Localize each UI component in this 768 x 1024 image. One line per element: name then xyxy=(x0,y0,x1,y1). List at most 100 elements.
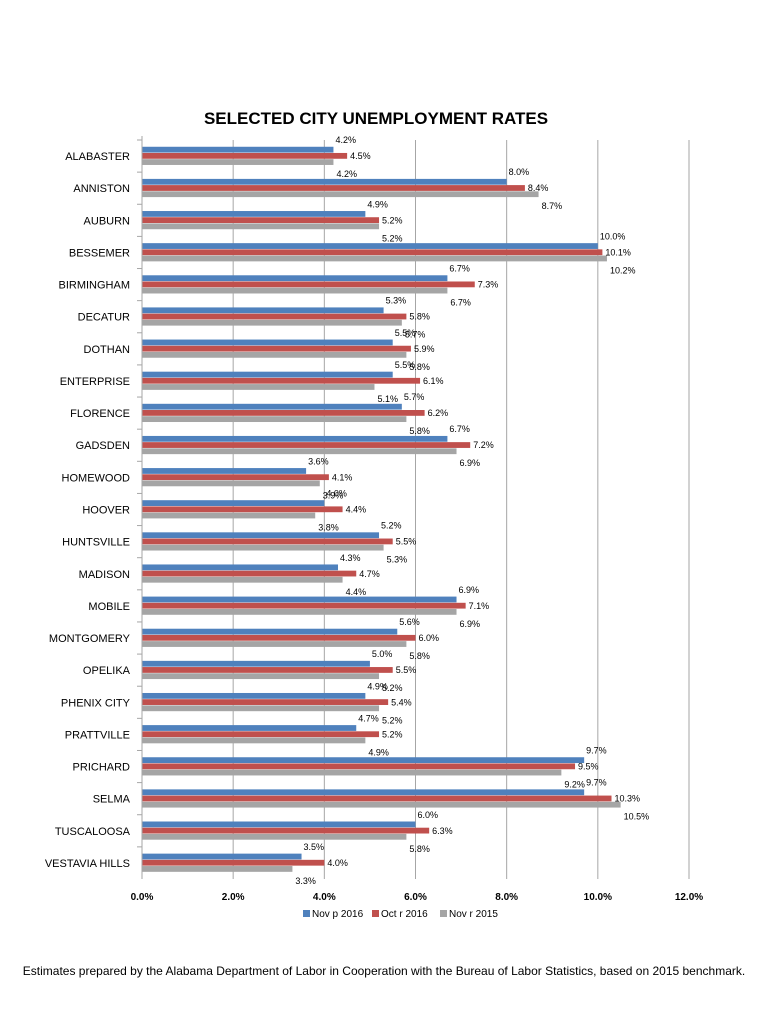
bar-nov-r-2015 xyxy=(142,576,343,583)
bar-nov-r-2015 xyxy=(142,159,334,165)
bar-nov-r-2015 xyxy=(142,737,366,744)
data-label: 3.9% xyxy=(323,490,344,500)
bar-oct-r-2016 xyxy=(142,795,612,802)
category-label: BIRMINGHAM xyxy=(59,280,131,292)
category-label: DOTHAN xyxy=(84,344,131,356)
bar-nov-p-2016 xyxy=(142,146,334,153)
data-label: 6.9% xyxy=(460,458,481,468)
legend-label: Nov r 2015 xyxy=(449,909,498,920)
data-label: 3.6% xyxy=(308,456,329,466)
category-label: MADISON xyxy=(79,569,130,581)
axis-layer: 0.0% 2.0% 4.0% 6.0% 8.0% 10.0% 12.0% ALABASTER A… xyxy=(45,136,703,903)
bar-nov-r-2015 xyxy=(142,223,380,230)
data-label: 4.2% xyxy=(335,135,356,145)
data-label: 9.2% xyxy=(564,780,585,790)
bar-nov-p-2016 xyxy=(142,243,598,249)
data-label: 3.3% xyxy=(295,876,316,886)
bar-oct-r-2016 xyxy=(142,763,576,770)
bar-nov-r-2015 xyxy=(142,287,448,294)
bar-nov-p-2016 xyxy=(142,660,370,667)
data-label: 6.9% xyxy=(459,585,480,595)
footnote: Estimates prepared by the Alabama Depart… xyxy=(22,964,746,978)
data-label: 6.1% xyxy=(423,376,444,386)
category-label: AUBURN xyxy=(84,215,131,227)
category-label: MOBILE xyxy=(88,601,130,613)
data-label: 5.2% xyxy=(381,521,402,531)
bar-nov-r-2015 xyxy=(142,608,457,615)
bar-oct-r-2016 xyxy=(142,731,380,738)
data-label: 5.8% xyxy=(409,426,430,436)
data-label: 6.3% xyxy=(432,826,453,836)
category-label: GADSDEN xyxy=(76,440,130,452)
data-label: 5.8% xyxy=(409,651,430,661)
label-layer: 4.2%4.5%4.2% 8.0%8.4%8.7%4.9%5.2%5.2% 10.0… xyxy=(295,135,649,886)
bar-nov-r-2015 xyxy=(142,705,380,712)
legend-swatch xyxy=(372,910,379,917)
legend: Nov p 2016 Oct r 2016 Nov r 2015 xyxy=(303,909,498,920)
bar-nov-r-2015 xyxy=(142,512,316,519)
data-label: 4.7% xyxy=(359,569,380,579)
data-label: 5.3% xyxy=(387,555,408,565)
data-label: 8.7% xyxy=(542,201,563,211)
data-label: 5.6% xyxy=(399,617,420,627)
bar-nov-p-2016 xyxy=(142,532,380,539)
data-label: 4.9% xyxy=(367,681,388,691)
bar-nov-p-2016 xyxy=(142,628,398,635)
data-label: 4.5% xyxy=(350,151,371,161)
data-label: 5.1% xyxy=(377,394,398,404)
data-label: 9.7% xyxy=(586,778,607,788)
category-label: PRATTVILLE xyxy=(65,729,130,741)
data-label: 5.3% xyxy=(386,296,407,306)
data-label: 5.9% xyxy=(414,344,435,354)
bar-oct-r-2016 xyxy=(142,410,425,416)
data-label: 5.2% xyxy=(382,683,403,693)
bar-nov-r-2015 xyxy=(142,673,380,680)
data-label: 7.2% xyxy=(473,440,494,450)
bar-oct-r-2016 xyxy=(142,859,325,866)
bar-oct-r-2016 xyxy=(142,570,357,577)
x-tick-label: 6.0% xyxy=(404,892,427,903)
bar-oct-r-2016 xyxy=(142,281,475,288)
bar-nov-p-2016 xyxy=(142,789,585,796)
data-label: 4.2% xyxy=(336,169,357,179)
bar-nov-r-2015 xyxy=(142,416,407,423)
unemployment-chart: SELECTED CITY UNEMPLOYMENT RATES 4.2% 4.5… xyxy=(45,109,703,920)
bar-nov-p-2016 xyxy=(142,821,416,828)
x-tick-label: 0.0% xyxy=(131,892,154,903)
category-label: HUNTSVILLE xyxy=(62,537,130,549)
data-label: 5.2% xyxy=(382,715,403,725)
bar-nov-p-2016 xyxy=(142,211,366,217)
data-label: 5.2% xyxy=(382,729,403,739)
data-label: 4.7% xyxy=(358,713,379,723)
bar-nov-p-2016 xyxy=(142,564,339,571)
bar-nov-r-2015 xyxy=(142,769,562,776)
bar-nov-r-2015 xyxy=(142,384,375,390)
data-label: 5.2% xyxy=(382,233,403,243)
bar-layer xyxy=(142,146,621,872)
bar-nov-r-2015 xyxy=(142,255,607,262)
data-label: 5.8% xyxy=(409,844,430,854)
data-label: 10.5% xyxy=(624,812,650,822)
data-label: 5.5% xyxy=(396,665,417,675)
bar-nov-r-2015 xyxy=(142,801,621,808)
bar-nov-p-2016 xyxy=(142,757,585,764)
x-tick-label: 10.0% xyxy=(584,892,612,903)
bar-oct-r-2016 xyxy=(142,538,393,545)
category-label: FLORENCE xyxy=(70,408,130,420)
bar-nov-p-2016 xyxy=(142,692,366,699)
x-tick-label: 8.0% xyxy=(495,892,518,903)
data-label: 5.4% xyxy=(391,697,412,707)
bar-nov-r-2015 xyxy=(142,544,384,551)
bar-oct-r-2016 xyxy=(142,667,393,673)
data-label: 10.3% xyxy=(615,794,641,804)
bar-oct-r-2016 xyxy=(142,699,389,705)
bar-nov-p-2016 xyxy=(142,403,402,410)
data-label: 4.1% xyxy=(332,472,353,482)
data-label: 5.7% xyxy=(405,330,426,340)
data-label: 6.0% xyxy=(418,810,439,820)
bar-nov-p-2016 xyxy=(142,853,302,860)
data-label: 8.0% xyxy=(509,167,530,177)
category-label: ENTERPRISE xyxy=(60,376,130,388)
chart-title: SELECTED CITY UNEMPLOYMENT RATES xyxy=(204,109,548,128)
bar-nov-r-2015 xyxy=(142,641,407,647)
